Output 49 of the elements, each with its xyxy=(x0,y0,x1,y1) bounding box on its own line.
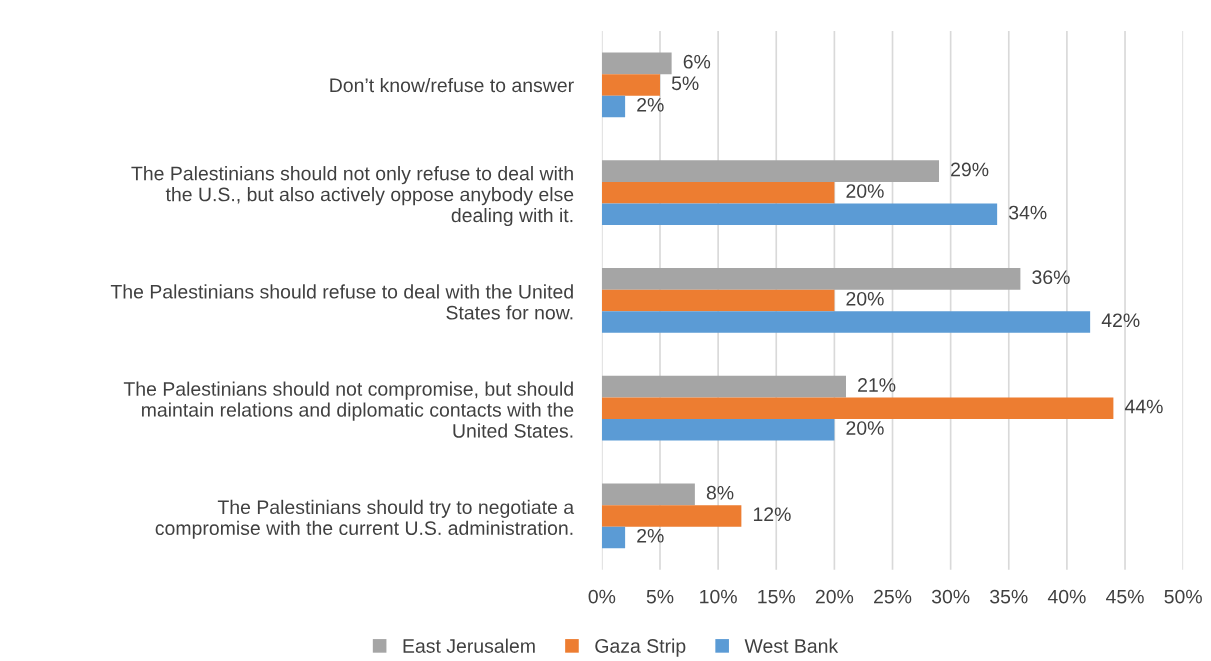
bar xyxy=(601,181,835,204)
data-label: 12% xyxy=(753,507,791,522)
data-label: 20% xyxy=(846,291,884,306)
x-tick-label: 25% xyxy=(874,589,912,604)
data-label: 2% xyxy=(637,528,664,543)
bar xyxy=(601,375,846,398)
bar xyxy=(601,397,1114,419)
bar xyxy=(601,526,626,549)
legend-label: Gaza Strip xyxy=(595,638,686,657)
data-label: 20% xyxy=(846,421,884,435)
data-label: 6% xyxy=(683,54,711,69)
x-tick-label: 15% xyxy=(758,589,796,604)
data-label: 42% xyxy=(1101,313,1140,328)
x-tick-label: 0% xyxy=(588,589,616,604)
bar xyxy=(601,160,940,182)
data-label: 21% xyxy=(858,378,896,392)
bar xyxy=(601,505,742,527)
data-label: 36% xyxy=(1032,270,1070,285)
bar xyxy=(601,95,626,118)
bar xyxy=(601,311,1091,333)
bar xyxy=(601,418,835,441)
legend-label: East Jerusalem xyxy=(403,638,535,653)
bar xyxy=(601,203,998,225)
bar xyxy=(601,289,835,312)
data-label: 34% xyxy=(1008,205,1047,220)
y-tick-label: The Palestinians should try to negotiate a compromise with the current U.S. administration. xyxy=(155,499,575,539)
y-tick-label: Don’t know/refuse to answer xyxy=(330,77,574,93)
y-tick-label: The Palestinians should refuse to deal with the United States for now. xyxy=(110,284,573,320)
x-tick-label: 45% xyxy=(1106,589,1144,604)
data-label: 2% xyxy=(637,97,664,112)
data-label: 44% xyxy=(1124,399,1163,414)
x-tick-label: 5% xyxy=(646,589,674,604)
data-label: 8% xyxy=(706,485,734,500)
data-label: 29% xyxy=(951,162,989,177)
bar xyxy=(601,268,1021,290)
x-tick-label: 35% xyxy=(990,589,1028,604)
y-tick-label: The Palestinians should not only refuse to deal with the U.S., but also actively oppose anybody else dealing with it. xyxy=(131,166,574,227)
legend-label: West Bank xyxy=(744,638,839,653)
bar xyxy=(601,483,695,506)
y-tick-label: The Palestinians should not compromise, but should maintain relations and diplomatic contacts with the United States. xyxy=(123,381,574,438)
x-tick-label: 10% xyxy=(700,589,737,604)
bar xyxy=(601,52,672,75)
x-tick-label: 40% xyxy=(1047,589,1086,604)
x-tick-label: 30% xyxy=(931,589,970,604)
bar xyxy=(601,74,660,96)
x-tick-label: 20% xyxy=(815,589,854,604)
data-label: 20% xyxy=(846,184,884,198)
data-label: 5% xyxy=(671,76,699,91)
x-tick-label: 50% xyxy=(1164,589,1202,604)
